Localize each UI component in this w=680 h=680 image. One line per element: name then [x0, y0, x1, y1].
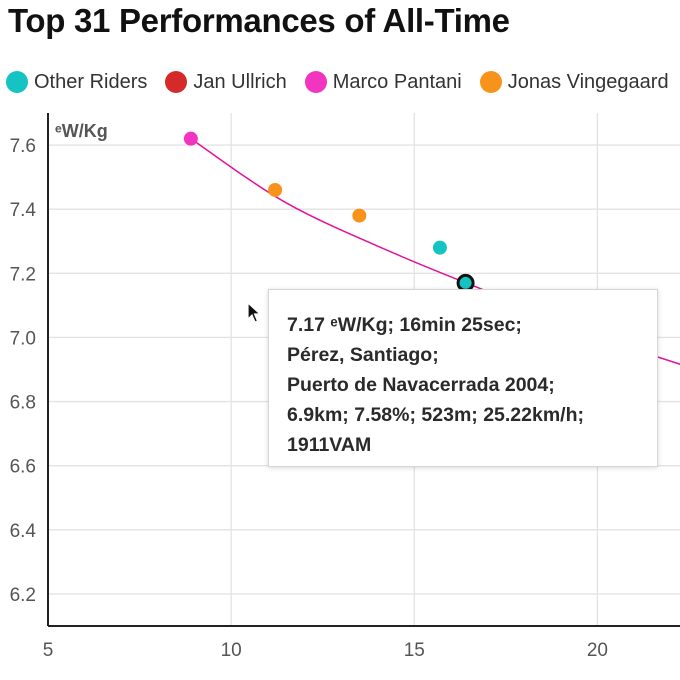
tooltip-line-stats: 6.9km; 7.58%; 523m; 25.22km/h; [287, 404, 584, 426]
x-tick-label: 15 [404, 640, 425, 661]
y-tick-label: 6.8 [10, 393, 36, 414]
tooltip-line-vam: 1911VAM [287, 434, 372, 456]
legend-item-other-riders[interactable]: Other Riders [6, 71, 147, 94]
tooltip-line-climb: Puerto de Navacerrada 2004; [287, 374, 555, 396]
legend-label: Other Riders [34, 70, 148, 93]
y-tick-label: 6.4 [10, 521, 37, 542]
y-tick-label: 7.4 [10, 200, 37, 221]
legend-label: Marco Pantani [332, 70, 462, 93]
y-tick-label: 7.0 [10, 328, 36, 349]
data-point [268, 182, 283, 197]
legend-marker [479, 71, 502, 93]
x-tick-label: 5 [43, 640, 54, 661]
legend-marker [304, 71, 327, 93]
x-tick-label: 20 [587, 640, 608, 661]
legend-item-jonas-vingegaard[interactable]: Jonas Vingegaard [479, 70, 669, 94]
x-tick-label: 10 [221, 640, 242, 661]
data-point [432, 240, 447, 255]
legend-marker [165, 71, 188, 93]
y-tick-label: 7.6 [10, 136, 36, 157]
mouse-cursor-icon [247, 302, 261, 323]
legend-item-jan-ullrich[interactable]: Jan Ullrich [165, 70, 287, 94]
tooltip-line-value: 7.17 ᵉW/Kg; 16min 25sec; [287, 314, 522, 336]
data-point [352, 208, 367, 223]
data-point-tooltip: 7.17 ᵉW/Kg; 16min 25sec; Pérez, Santiago… [268, 289, 658, 467]
chart-title: Top 31 Performances of All-Time [8, 2, 510, 39]
y-tick-label: 6.2 [10, 585, 36, 606]
y-tick-label: 7.2 [10, 264, 36, 285]
y-axis-label: ᵉW/Kg [55, 121, 108, 141]
legend-item-marco-pantani[interactable]: Marco Pantani [304, 70, 462, 94]
y-tick-label: 6.6 [10, 457, 36, 478]
tooltip-line-rider: Pérez, Santiago; [287, 344, 439, 366]
legend: Other Riders Jan Ullrich Marco Pantani J… [6, 68, 680, 96]
data-point [183, 131, 198, 146]
legend-label: Jan Ullrich [193, 70, 287, 93]
legend-marker [6, 71, 28, 93]
legend-label: Jonas Vingegaard [507, 70, 669, 93]
